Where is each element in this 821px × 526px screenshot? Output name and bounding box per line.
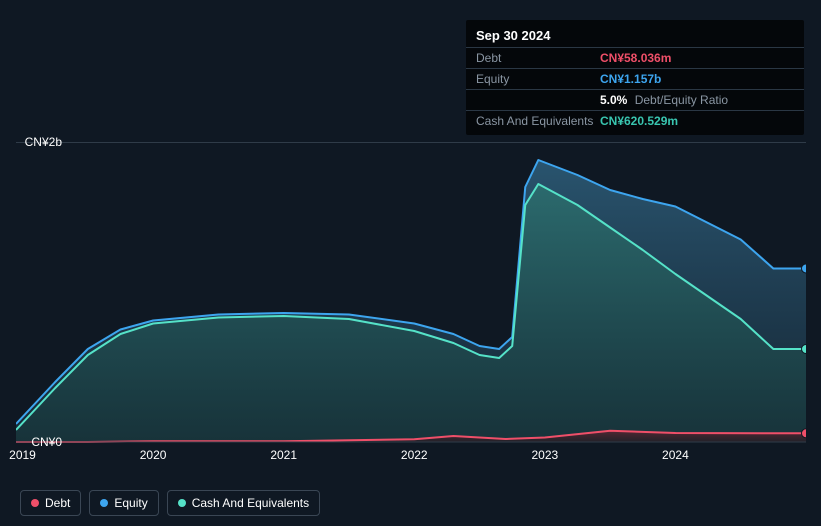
tooltip-row-value: CN¥620.529m: [600, 114, 678, 128]
legend-dot-icon: [100, 499, 108, 507]
tooltip-row-value: 5.0% Debt/Equity Ratio: [600, 93, 728, 107]
x-tick-label: 2019: [9, 442, 36, 462]
area-chart-svg: [16, 120, 806, 450]
x-tick-label: 2021: [270, 442, 297, 462]
end-marker: [802, 429, 807, 438]
tooltip-row: DebtCN¥58.036m: [466, 47, 804, 68]
tooltip-row: Cash And EquivalentsCN¥620.529m: [466, 110, 804, 131]
chart-container: Sep 30 2024 DebtCN¥58.036mEquityCN¥1.157…: [0, 0, 821, 526]
x-tick-label: 2023: [531, 442, 558, 462]
tooltip-date: Sep 30 2024: [466, 28, 804, 47]
legend-dot-icon: [31, 499, 39, 507]
tooltip-row: 5.0% Debt/Equity Ratio: [466, 89, 804, 110]
legend-label: Debt: [45, 496, 70, 510]
legend-item-equity[interactable]: Equity: [89, 490, 158, 516]
end-marker: [802, 264, 807, 273]
tooltip-row-label: Debt: [476, 51, 600, 65]
chart-plot-region: CN¥2bCN¥0 201920202021202220232024: [16, 120, 806, 470]
legend-item-cash-and-equivalents[interactable]: Cash And Equivalents: [167, 490, 320, 516]
tooltip-row-label: Equity: [476, 72, 600, 86]
tooltip-row-extra: Debt/Equity Ratio: [631, 93, 728, 107]
x-tick-label: 2022: [401, 442, 428, 462]
legend-item-debt[interactable]: Debt: [20, 490, 81, 516]
tooltip-row-value: CN¥1.157b: [600, 72, 661, 86]
end-marker: [802, 345, 807, 354]
y-tick-label: CN¥2b: [22, 135, 66, 149]
tooltip-row: EquityCN¥1.157b: [466, 68, 804, 89]
legend-dot-icon: [178, 499, 186, 507]
tooltip-row-label: Cash And Equivalents: [476, 114, 600, 128]
tooltip-panel: Sep 30 2024 DebtCN¥58.036mEquityCN¥1.157…: [466, 20, 804, 135]
legend-label: Equity: [114, 496, 147, 510]
legend: Debt Equity Cash And Equivalents: [20, 490, 320, 516]
tooltip-row-label: [476, 93, 600, 107]
x-tick-label: 2020: [140, 442, 167, 462]
x-tick-label: 2024: [662, 442, 689, 462]
legend-label: Cash And Equivalents: [192, 496, 309, 510]
tooltip-row-value: CN¥58.036m: [600, 51, 671, 65]
